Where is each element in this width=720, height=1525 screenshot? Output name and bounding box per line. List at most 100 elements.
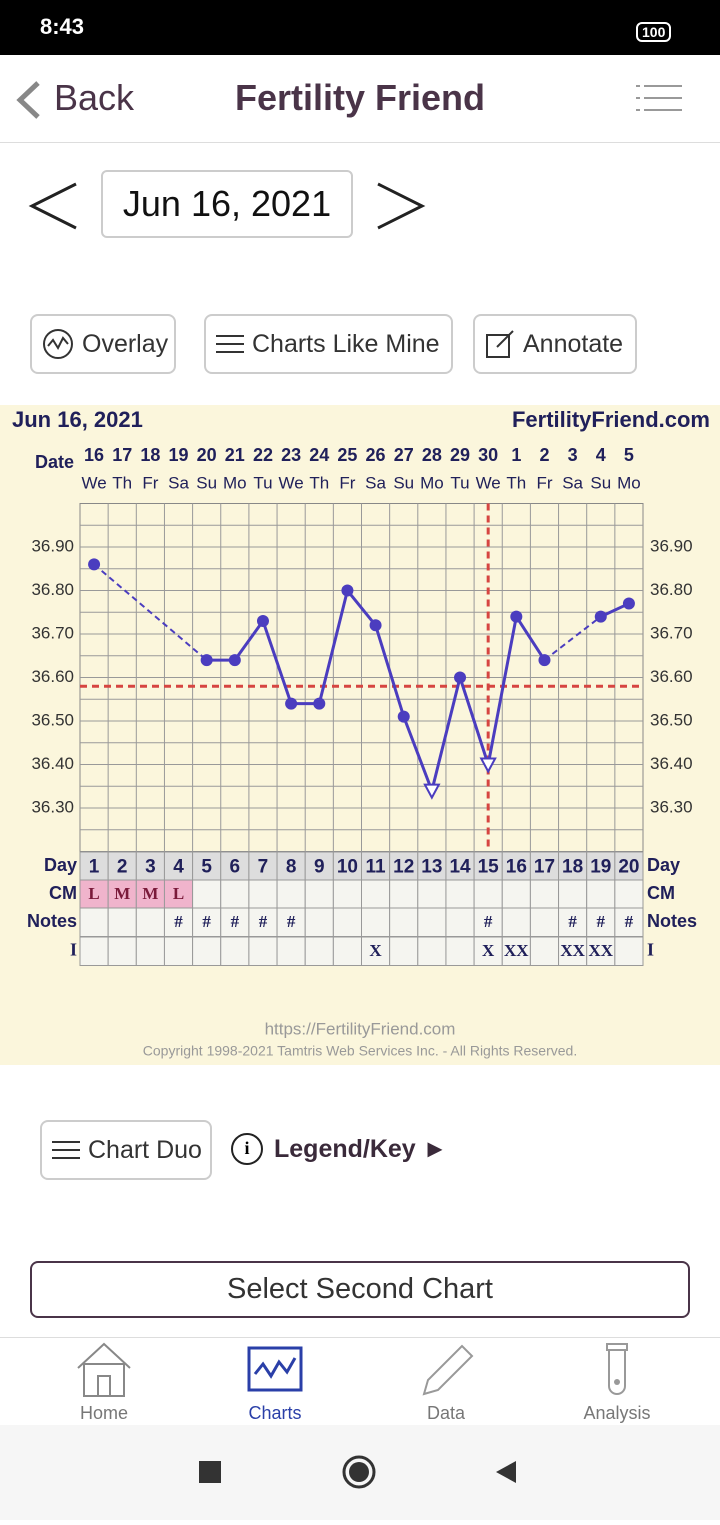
date-field[interactable]: Jun 16, 2021 xyxy=(101,170,353,238)
weekday-label: Th xyxy=(506,473,526,492)
table-cell xyxy=(501,879,531,909)
row-label: I xyxy=(70,939,77,959)
table-cell xyxy=(220,879,250,909)
y-tick-label: 36.80 xyxy=(31,580,74,599)
row-label: CM xyxy=(49,883,77,903)
site-name: FertilityFriend.com xyxy=(512,407,710,432)
chart-duo-button[interactable]: Chart Duo xyxy=(40,1120,212,1180)
table-cell xyxy=(361,936,391,966)
table-cell xyxy=(389,879,419,909)
categories-cell-text: 6 xyxy=(230,856,241,877)
table-cell xyxy=(473,879,503,909)
row-label-right: Day xyxy=(647,855,680,875)
legend-link[interactable]: i Legend/Key ► xyxy=(230,1132,447,1166)
date-label: 21 xyxy=(225,445,245,465)
system-nav xyxy=(0,1425,720,1520)
date-label: 5 xyxy=(624,445,634,465)
date-label: 1 xyxy=(511,445,521,465)
categories-cell-text: 3 xyxy=(145,856,156,877)
table-cell xyxy=(417,936,447,966)
chart-url: https://FertilityFriend.com xyxy=(265,1019,456,1038)
y-tick-label-right: 36.70 xyxy=(650,623,693,642)
back-button[interactable]: Back xyxy=(54,77,135,118)
overlay-button[interactable]: Overlay xyxy=(30,314,176,374)
table-cell xyxy=(389,907,419,937)
copyright: Copyright 1998-2021 Tamtris Web Services… xyxy=(143,1043,577,1059)
table-cell xyxy=(192,936,222,966)
date-label: 3 xyxy=(568,445,578,465)
weekday-label: Th xyxy=(112,473,132,492)
y-tick-label: 36.70 xyxy=(31,623,74,642)
prev-date[interactable] xyxy=(28,180,80,232)
table-cell xyxy=(473,851,503,881)
nav-analysis[interactable]: Analysis xyxy=(527,1340,707,1424)
date-label: 4 xyxy=(596,445,606,465)
table-cell xyxy=(586,936,616,966)
label: Annotate xyxy=(523,329,624,358)
weekday-label: Mo xyxy=(617,473,641,492)
categories-cell-text: 13 xyxy=(421,856,442,877)
table-cell xyxy=(445,879,475,909)
notes-cell-text: # xyxy=(202,912,211,931)
y-tick-label-right: 36.60 xyxy=(650,667,693,686)
i-cell-text: XX xyxy=(504,941,529,960)
notes-cell-text: # xyxy=(484,912,493,931)
nav-home[interactable]: Home xyxy=(14,1340,194,1424)
notes-cell-text: # xyxy=(231,912,240,931)
weekday-label: Sa xyxy=(168,473,189,492)
table-cell xyxy=(304,936,334,966)
table-cell xyxy=(107,851,137,881)
y-tick-label: 36.40 xyxy=(31,754,74,773)
table-cell xyxy=(529,907,560,937)
status-bar: 8:43 100 xyxy=(0,0,720,55)
icon xyxy=(52,1141,80,1159)
table-cell xyxy=(389,851,419,881)
temperature-point xyxy=(594,610,607,623)
categories-cell-text: 1 xyxy=(89,856,100,877)
table-cell xyxy=(529,851,560,881)
table-cell xyxy=(79,936,109,966)
cm-cell-text: M xyxy=(142,884,158,903)
table-cell xyxy=(135,936,165,966)
next-date[interactable] xyxy=(374,180,426,232)
label: Legend/Key ► xyxy=(274,1134,448,1163)
table-cell xyxy=(417,879,447,909)
table-cell xyxy=(163,907,194,937)
temperature-point xyxy=(200,654,213,667)
menu-icon[interactable] xyxy=(636,83,684,113)
table-cell xyxy=(332,936,363,966)
date-label: 24 xyxy=(309,445,329,465)
weekday-label: Mo xyxy=(223,473,247,492)
table-cell xyxy=(614,936,644,966)
temperature-point xyxy=(510,610,523,623)
date-label: 30 xyxy=(478,445,498,465)
annotate-button[interactable]: Annotate xyxy=(473,314,637,374)
weekday-label: Tu xyxy=(253,473,272,492)
date-label: 18 xyxy=(140,445,160,465)
categories-cell-text: 9 xyxy=(314,856,325,877)
select-second-chart[interactable]: Select Second Chart xyxy=(30,1261,690,1318)
table-cell xyxy=(276,936,306,966)
gap-connector xyxy=(543,615,602,661)
table-cell xyxy=(135,907,165,937)
weekday-label: Su xyxy=(590,473,611,492)
table-cell xyxy=(192,879,222,909)
nav-data[interactable]: Data xyxy=(356,1340,536,1424)
table-cell xyxy=(304,879,334,909)
temperature-point xyxy=(369,619,382,632)
weekday-label: Su xyxy=(196,473,217,492)
header: Back Fertility Friend xyxy=(0,55,720,143)
cm-cell-text: L xyxy=(88,884,99,903)
chart-title: Jun 16, 2021 xyxy=(12,407,143,432)
info-icon: i xyxy=(231,1133,263,1165)
table-cell xyxy=(529,936,560,966)
temperature-point-hollow xyxy=(423,783,441,800)
temperature-point xyxy=(454,671,467,684)
categories-cell-text: 17 xyxy=(534,856,555,877)
weekday-label: We xyxy=(81,473,106,492)
weekday-label: Fr xyxy=(339,473,355,492)
temperature-point xyxy=(622,597,635,610)
app-title: Fertility Friend xyxy=(234,77,486,118)
nav-charts[interactable]: Charts xyxy=(185,1340,365,1424)
charts-like-mine-button[interactable]: Charts Like Mine xyxy=(204,314,453,374)
